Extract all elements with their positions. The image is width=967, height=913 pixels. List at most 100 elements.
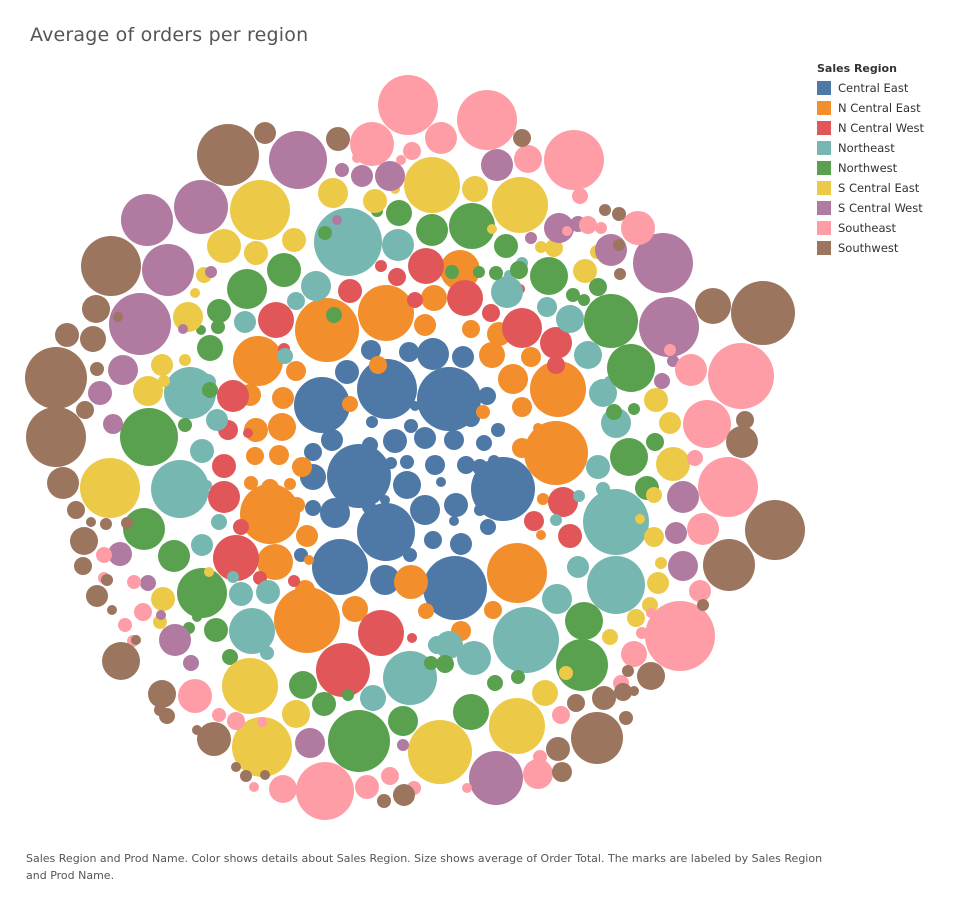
bubble-mark[interactable] <box>449 516 459 526</box>
bubble-mark[interactable] <box>70 527 98 555</box>
bubble-mark[interactable] <box>530 361 586 417</box>
bubble-mark[interactable] <box>565 602 603 640</box>
bubble-mark[interactable] <box>246 447 264 465</box>
bubble-mark[interactable] <box>286 361 306 381</box>
bubble-mark[interactable] <box>133 376 163 406</box>
bubble-mark[interactable] <box>305 500 321 516</box>
bubble-mark[interactable] <box>567 556 589 578</box>
bubble-mark[interactable] <box>375 260 387 272</box>
bubble-mark[interactable] <box>425 455 445 475</box>
bubble-mark[interactable] <box>484 601 502 619</box>
bubble-mark[interactable] <box>386 200 412 226</box>
bubble-mark[interactable] <box>537 493 549 505</box>
bubble-mark[interactable] <box>639 297 699 357</box>
bubble-mark[interactable] <box>436 655 454 673</box>
bubble-mark[interactable] <box>173 302 203 332</box>
bubble-mark[interactable] <box>414 314 436 336</box>
bubble-mark[interactable] <box>366 416 378 428</box>
bubble-mark[interactable] <box>474 504 486 516</box>
bubble-mark[interactable] <box>407 633 417 643</box>
bubble-mark[interactable] <box>613 239 625 251</box>
bubble-mark[interactable] <box>407 292 423 308</box>
bubble-mark[interactable] <box>177 568 227 618</box>
bubble-mark[interactable] <box>444 493 468 517</box>
bubble-mark[interactable] <box>562 226 572 236</box>
bubble-mark[interactable] <box>532 680 558 706</box>
bubble-mark[interactable] <box>487 224 497 234</box>
bubble-mark[interactable] <box>647 572 669 594</box>
bubble-mark[interactable] <box>614 683 632 701</box>
bubble-mark[interactable] <box>358 610 404 656</box>
bubble-mark[interactable] <box>120 408 178 466</box>
bubble-mark[interactable] <box>320 498 350 528</box>
bubble-mark[interactable] <box>292 457 312 477</box>
bubble-mark[interactable] <box>229 582 253 606</box>
bubble-mark[interactable] <box>178 324 188 334</box>
bubble-mark[interactable] <box>179 354 191 366</box>
bubble-mark[interactable] <box>599 204 611 216</box>
bubble-mark[interactable] <box>397 739 409 751</box>
legend-item[interactable]: N Central East <box>817 98 962 118</box>
bubble-mark[interactable] <box>438 413 450 425</box>
bubble-mark[interactable] <box>204 567 214 577</box>
bubble-mark[interactable] <box>352 153 362 163</box>
bubble-mark[interactable] <box>491 423 505 437</box>
bubble-mark[interactable] <box>113 312 123 322</box>
bubble-mark[interactable] <box>131 635 141 645</box>
bubble-mark[interactable] <box>355 775 379 799</box>
bubble-mark[interactable] <box>47 467 79 499</box>
bubble-mark[interactable] <box>567 694 585 712</box>
bubble-mark[interactable] <box>338 279 362 303</box>
bubble-mark[interactable] <box>335 163 349 177</box>
bubble-mark[interactable] <box>627 609 645 627</box>
bubble-mark[interactable] <box>440 250 480 290</box>
bubble-mark[interactable] <box>646 487 662 503</box>
bubble-mark[interactable] <box>416 214 448 246</box>
bubble-mark[interactable] <box>377 794 391 808</box>
bubble-mark[interactable] <box>424 531 442 549</box>
bubble-mark[interactable] <box>494 234 518 258</box>
bubble-mark[interactable] <box>244 241 268 265</box>
bubble-mark[interactable] <box>342 396 358 412</box>
bubble-mark[interactable] <box>418 603 434 619</box>
bubble-mark[interactable] <box>595 222 607 234</box>
legend-item[interactable]: Southwest <box>817 238 962 258</box>
bubble-mark[interactable] <box>80 326 106 352</box>
bubble-mark[interactable] <box>644 527 664 547</box>
bubble-mark[interactable] <box>96 547 112 563</box>
bubble-mark[interactable] <box>621 641 647 667</box>
bubble-mark[interactable] <box>482 304 500 322</box>
bubble-mark[interactable] <box>100 518 112 530</box>
bubble-mark[interactable] <box>183 655 199 671</box>
bubble-mark[interactable] <box>524 421 588 485</box>
bubble-mark[interactable] <box>123 508 165 550</box>
bubble-mark[interactable] <box>240 770 252 782</box>
bubble-mark[interactable] <box>422 228 432 238</box>
bubble-mark[interactable] <box>351 165 373 187</box>
bubble-mark[interactable] <box>287 292 305 310</box>
bubble-mark[interactable] <box>530 257 568 295</box>
bubble-mark[interactable] <box>212 454 236 478</box>
bubble-mark[interactable] <box>578 294 590 306</box>
bubble-mark[interactable] <box>424 656 438 670</box>
bubble-mark[interactable] <box>621 211 655 245</box>
bubble-mark[interactable] <box>547 356 565 374</box>
bubble-mark[interactable] <box>118 618 132 632</box>
bubble-mark[interactable] <box>383 651 437 705</box>
bubble-mark[interactable] <box>289 497 305 513</box>
bubble-mark[interactable] <box>304 443 322 461</box>
bubble-mark[interactable] <box>243 502 255 514</box>
bubble-mark[interactable] <box>698 457 758 517</box>
bubble-mark[interactable] <box>231 762 241 772</box>
bubble-mark[interactable] <box>342 596 368 622</box>
bubble-mark[interactable] <box>511 670 525 684</box>
bubble-mark[interactable] <box>108 355 138 385</box>
bubble-mark[interactable] <box>567 645 577 655</box>
legend-item[interactable]: S Central West <box>817 198 962 218</box>
bubble-mark[interactable] <box>399 342 419 362</box>
bubble-mark[interactable] <box>257 717 267 727</box>
bubble-mark[interactable] <box>385 457 397 469</box>
bubble-mark[interactable] <box>708 343 774 409</box>
bubble-mark[interactable] <box>550 514 562 526</box>
bubble-mark[interactable] <box>535 241 547 253</box>
